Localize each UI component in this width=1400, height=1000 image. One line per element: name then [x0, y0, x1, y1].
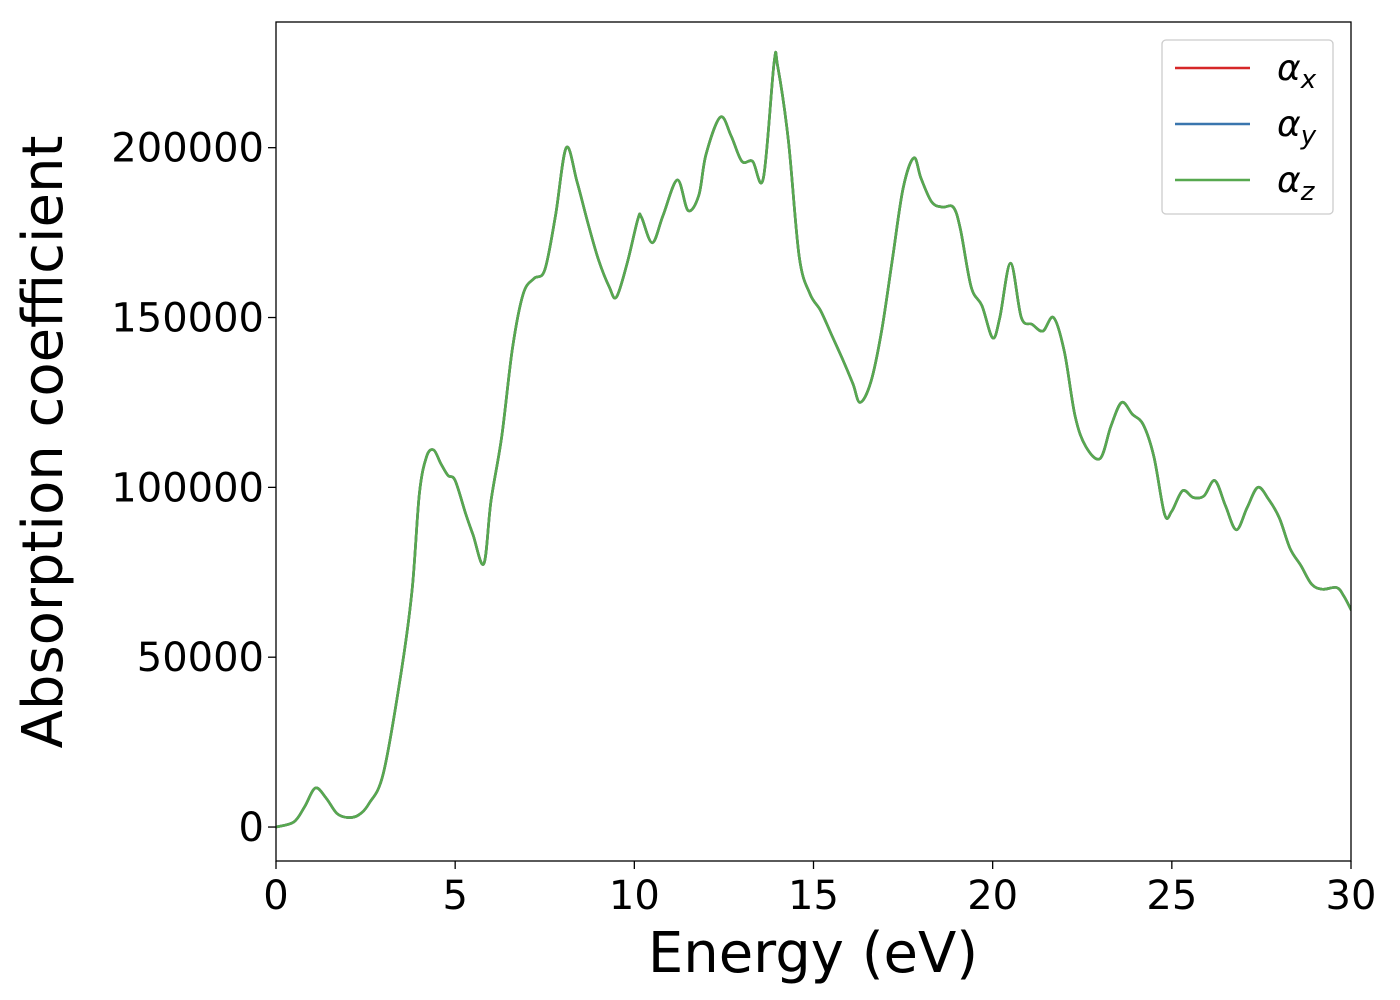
y-axis-ticks: 0 50000 100000 150000 200000 [111, 126, 276, 851]
plot-area [276, 50, 1351, 829]
series-layer [276, 50, 1351, 829]
x-tick-label: 20 [967, 873, 1018, 919]
y-tick-label: 50000 [137, 635, 264, 681]
legend-box [1161, 39, 1334, 215]
x-axis-label: Energy (eV) [648, 921, 978, 986]
y-axis-label: Absorption coefficient [11, 136, 76, 749]
legend-label: αz [1277, 160, 1316, 207]
x-axis-ticks: 0 5 10 15 20 25 30 [263, 861, 1376, 919]
x-tick-label: 30 [1326, 873, 1377, 919]
x-tick-label: 0 [263, 873, 288, 919]
y-tick-label: 100000 [111, 465, 264, 511]
y-tick-label: 150000 [111, 296, 264, 342]
y-tick-label: 0 [239, 805, 264, 851]
legend-label: αx [1277, 48, 1317, 95]
x-tick-label: 25 [1146, 873, 1197, 919]
y-tick-label: 200000 [111, 126, 264, 172]
legend: αx αy αz [1161, 39, 1334, 215]
x-tick-label: 15 [788, 873, 839, 919]
x-tick-label: 5 [442, 873, 467, 919]
x-tick-label: 10 [609, 873, 660, 919]
legend-label: αy [1277, 104, 1317, 151]
series-line-alpha-z [276, 50, 1351, 829]
